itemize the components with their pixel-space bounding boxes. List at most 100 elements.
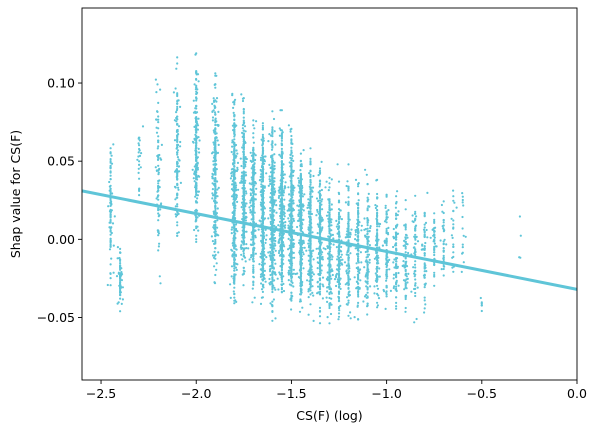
scatter-point — [241, 124, 244, 127]
scatter-point — [232, 223, 235, 226]
scatter-point — [215, 97, 219, 100]
scatter-point — [233, 206, 236, 209]
scatter-point — [290, 183, 293, 186]
scatter-point — [299, 160, 302, 163]
scatter-point — [233, 275, 236, 278]
scatter-point — [255, 187, 258, 190]
scatter-point — [330, 224, 333, 227]
scatter-point — [195, 99, 198, 102]
scatter-point — [242, 157, 245, 160]
scatter-point — [261, 166, 264, 169]
scatter-point — [278, 233, 282, 236]
scatter-point — [330, 268, 333, 271]
scatter-point — [195, 97, 198, 100]
scatter-point — [340, 253, 343, 256]
scatter-point — [157, 209, 160, 212]
scatter-point — [241, 174, 244, 177]
scatter-point — [309, 293, 312, 296]
scatter-point — [349, 252, 352, 255]
scatter-point — [280, 272, 283, 275]
scatter-point — [138, 177, 141, 180]
scatter-point — [154, 78, 157, 81]
scatter-point — [242, 119, 245, 122]
scatter-point — [109, 209, 112, 212]
scatter-point — [233, 178, 236, 181]
scatter-point — [268, 163, 271, 166]
scatter-point — [274, 143, 277, 146]
scatter-point — [347, 186, 350, 189]
scatter-point — [261, 249, 264, 252]
scatter-point — [109, 263, 112, 266]
scatter-point — [109, 211, 112, 214]
scatter-point — [318, 250, 322, 253]
scatter-point — [340, 218, 343, 221]
scatter-point — [276, 277, 279, 280]
scatter-point — [283, 185, 286, 188]
scatter-point — [119, 272, 122, 275]
scatter-point — [242, 145, 245, 148]
scatter-point — [271, 249, 274, 252]
scatter-point — [261, 211, 264, 214]
scatter-point — [176, 234, 179, 237]
scatter-point — [271, 154, 274, 157]
scatter-point — [156, 110, 159, 113]
scatter-point — [157, 121, 160, 124]
scatter-point — [214, 180, 217, 183]
scatter-point — [233, 292, 236, 295]
scatter-point — [116, 257, 119, 260]
scatter-point — [290, 202, 293, 205]
scatter-point — [230, 228, 233, 231]
scatter-point — [271, 160, 274, 163]
scatter-point — [290, 172, 293, 175]
scatter-point — [268, 277, 271, 281]
scatter-point — [233, 234, 236, 237]
scatter-point — [157, 145, 160, 148]
scatter-point — [243, 205, 246, 208]
scatter-point — [244, 161, 247, 164]
scatter-point — [309, 181, 312, 184]
scatter-point — [214, 106, 217, 109]
scatter-point — [290, 299, 293, 302]
scatter-point — [340, 245, 343, 248]
scatter-point — [195, 151, 198, 154]
scatter-point — [281, 166, 284, 169]
scatter-point — [287, 203, 290, 206]
scatter-point — [176, 94, 179, 98]
scatter-point — [233, 236, 236, 239]
scatter-point — [214, 123, 217, 127]
scatter-point — [211, 175, 214, 178]
scatter-point — [235, 300, 238, 303]
scatter-point — [138, 194, 141, 197]
scatter-point — [242, 231, 245, 234]
scatter-point — [290, 157, 293, 160]
scatter-point — [197, 80, 200, 83]
scatter-point — [109, 221, 112, 224]
scatter-point — [262, 269, 265, 272]
scatter-point — [300, 248, 304, 252]
scatter-point — [215, 74, 218, 77]
scatter-point — [176, 123, 179, 126]
scatter-point — [299, 183, 302, 186]
scatter-point — [254, 172, 257, 175]
scatter-point — [240, 247, 243, 250]
scatter-point — [262, 149, 265, 152]
scatter-point — [176, 135, 179, 138]
scatter-point — [214, 228, 217, 231]
scatter-point — [297, 184, 300, 187]
scatter-point — [283, 212, 286, 215]
scatter-point — [253, 127, 256, 130]
scatter-point — [325, 296, 328, 299]
scatter-point — [272, 298, 275, 301]
scatter-point — [261, 254, 264, 257]
scatter-point — [307, 198, 310, 201]
scatter-point — [280, 139, 283, 142]
scatter-point — [320, 218, 323, 221]
scatter-point — [287, 279, 290, 282]
scatter-point — [239, 246, 242, 249]
scatter-point — [214, 121, 217, 124]
scatter-point — [193, 125, 196, 128]
scatter-point — [213, 199, 216, 202]
scatter-point — [196, 168, 199, 171]
scatter-point — [302, 253, 305, 256]
scatter-point — [157, 164, 160, 167]
